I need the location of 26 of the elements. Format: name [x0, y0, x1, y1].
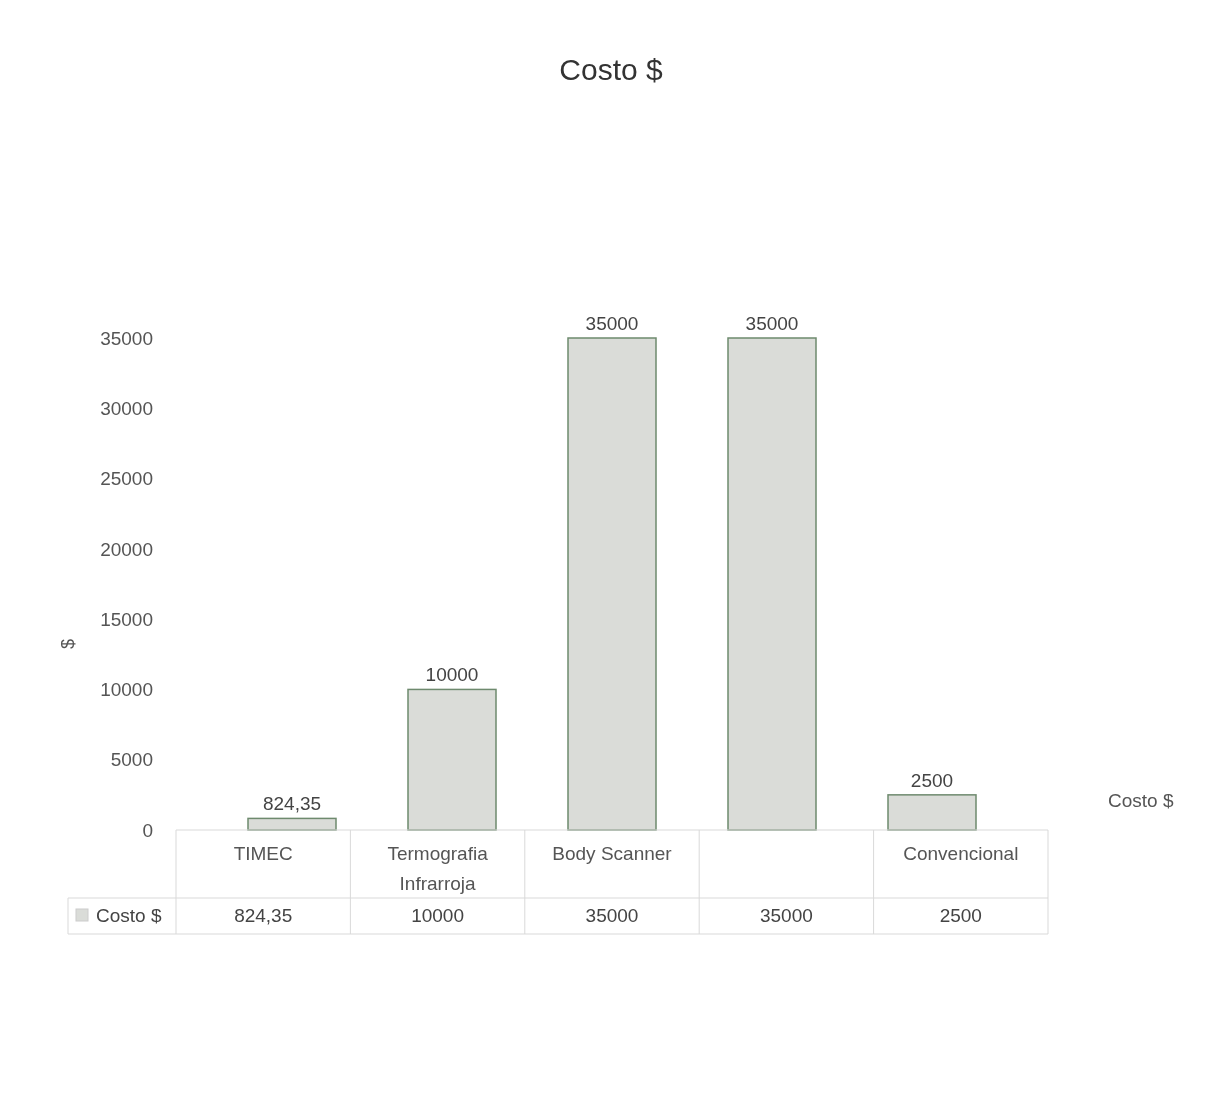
data-label: 824,35 — [234, 905, 293, 926]
legend-label: Costo $ — [96, 905, 162, 926]
text: 2500 — [910, 769, 954, 791]
y-tick-label: 10000 — [100, 679, 153, 701]
x-tick-label: Termografia Infrarroja — [387, 843, 489, 894]
data-label: 35000 — [585, 905, 639, 926]
text: 10000 — [425, 664, 479, 686]
y-tick-label: 25000 — [100, 468, 153, 490]
data-label: 2500 — [939, 905, 982, 926]
y-axis-title: $ — [58, 638, 78, 650]
text: 35000 — [745, 313, 799, 334]
x-tick-label: Body Scanner — [552, 843, 673, 864]
text: 824,35 — [262, 793, 322, 815]
y-tick-label: 35000 — [100, 327, 153, 349]
text: 35000 — [585, 313, 639, 334]
text: Costo $ — [1108, 790, 1174, 811]
y-tick-label: 0 — [142, 819, 153, 841]
x-tick-label: TIMEC — [233, 843, 293, 864]
y-tick-label: 30000 — [100, 397, 153, 419]
chart-title: Costo $ — [559, 53, 664, 86]
y-tick-label: 5000 — [110, 749, 153, 771]
y-tick-label: 20000 — [100, 538, 153, 560]
x-tick-label: Convencional — [903, 843, 1019, 864]
data-label: 35000 — [759, 905, 813, 926]
data-label: 10000 — [411, 905, 465, 926]
y-tick-label: 15000 — [100, 608, 153, 630]
